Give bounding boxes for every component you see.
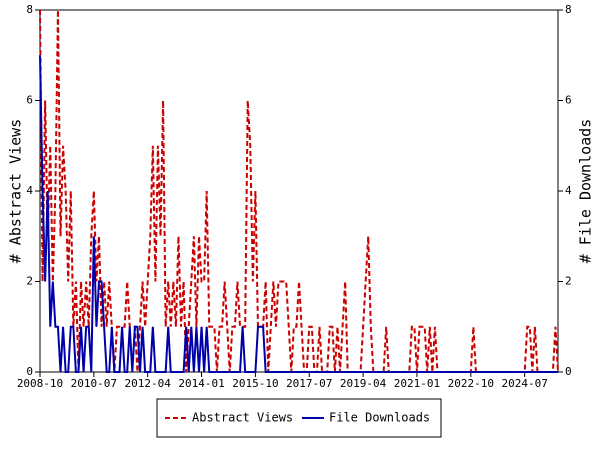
x-tick-label: 2017-07 xyxy=(286,377,332,390)
x-tick-label: 2014-01 xyxy=(178,377,224,390)
x-tick-label: 2015-10 xyxy=(232,377,278,390)
y-tick-label: 2 xyxy=(26,275,33,288)
y2-tick-label: 4 xyxy=(565,184,572,197)
x-tick-label: 2022-10 xyxy=(448,377,494,390)
x-tick-label: 2008-10 xyxy=(17,377,63,390)
y-tick-label: 4 xyxy=(26,184,33,197)
x-tick-label: 2021-01 xyxy=(394,377,440,390)
y2-tick-label: 2 xyxy=(565,275,572,288)
plot-area xyxy=(39,9,559,373)
y-tick-label: 0 xyxy=(26,365,33,378)
legend-label: File Downloads xyxy=(329,411,430,425)
y2-tick-label: 8 xyxy=(565,3,572,16)
y-tick-label: 8 xyxy=(26,3,33,16)
y2-axis-label: # File Downloads xyxy=(577,119,595,264)
y-tick-label: 6 xyxy=(26,94,33,107)
series-line xyxy=(39,9,559,373)
series-line xyxy=(39,55,558,373)
x-tick-label: 2012-04 xyxy=(125,377,172,390)
x-tick-label: 2019-04 xyxy=(340,377,387,390)
x-tick-label: 2024-07 xyxy=(501,377,547,390)
legend-box xyxy=(156,398,442,438)
x-tick-label: 2010-07 xyxy=(71,377,117,390)
y2-tick-label: 0 xyxy=(565,365,572,378)
y2-tick-label: 6 xyxy=(565,94,572,107)
y-axis-label: # Abstract Views xyxy=(7,119,25,264)
legend-label: Abstract Views xyxy=(192,411,293,425)
